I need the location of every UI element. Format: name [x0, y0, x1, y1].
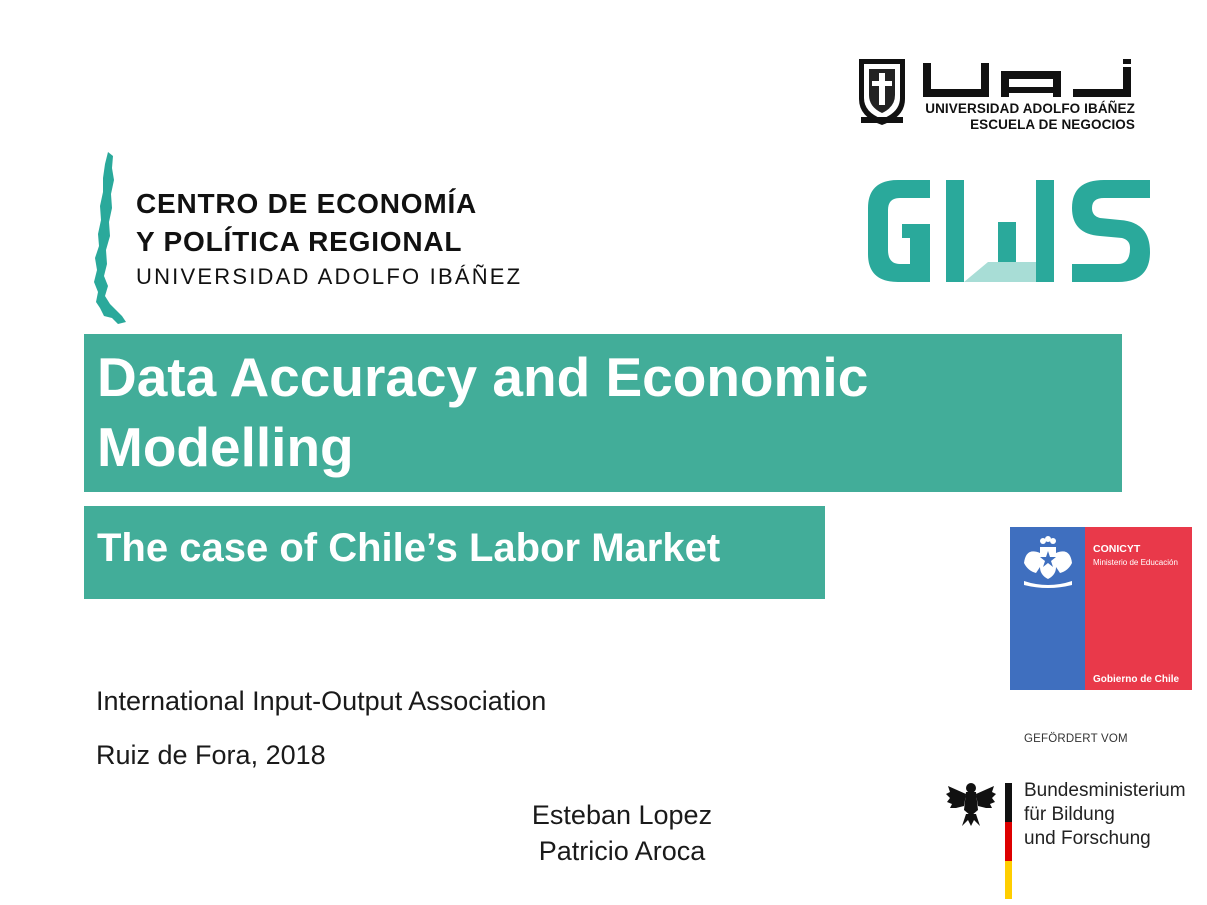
bmbf-name-line3: und Forschung [1024, 828, 1151, 849]
uai-crest-icon [859, 59, 905, 125]
cepr-university: UNIVERSIDAD ADOLFO IBÁÑEZ [136, 264, 523, 289]
bmbf-funded-by: GEFÖRDERT VOM [1024, 733, 1128, 745]
chile-map-icon [94, 152, 126, 324]
german-flag-stripe-icon [1005, 783, 1012, 899]
slide-title: Data Accuracy and Economic Modelling [97, 346, 869, 478]
uai-wordmark-icon [923, 59, 1131, 97]
slide-subtitle: The case of Chile’s Labor Market [97, 526, 721, 570]
event-name: International Input-Output Association [96, 686, 547, 716]
bmbf-name-line2: für Bildung [1024, 804, 1115, 825]
cepr-name-line1: CENTRO DE ECONOMÍA [136, 188, 478, 219]
gws-logo-icon [868, 180, 1150, 282]
conicyt-ministry: Ministerio de Educación [1093, 558, 1178, 567]
federal-eagle-icon [946, 783, 996, 826]
cepr-name-line2: Y POLÍTICA REGIONAL [136, 226, 463, 257]
author-name: Esteban Lopez [531, 800, 713, 830]
conicyt-government: Gobierno de Chile [1093, 674, 1180, 685]
uai-name: UNIVERSIDAD ADOLFO IBÁÑEZ [925, 101, 1135, 116]
chile-coat-of-arms-icon [1024, 536, 1072, 588]
uai-school: ESCUELA DE NEGOCIOS [970, 117, 1135, 132]
bmbf-name-line1: Bundesministerium [1024, 780, 1186, 801]
title-banner: Data Accuracy and Economic Modelling [84, 334, 1122, 492]
conicyt-red-panel: CONICYT Ministerio de Educación Gobierno… [1085, 527, 1192, 690]
conicyt-logo: CONICYT Ministerio de Educación Gobierno… [1010, 527, 1192, 690]
subtitle-banner: The case of Chile’s Labor Market [84, 506, 825, 599]
event-place-year: Ruiz de Fora, 2018 [96, 740, 326, 770]
author-name: Patricio Aroca [538, 836, 706, 866]
conicyt-name: CONICYT [1093, 543, 1141, 555]
conicyt-blue-panel [1010, 527, 1085, 690]
uai-logo: UNIVERSIDAD ADOLFO IBÁÑEZ ESCUELA DE NEG… [855, 55, 1145, 135]
